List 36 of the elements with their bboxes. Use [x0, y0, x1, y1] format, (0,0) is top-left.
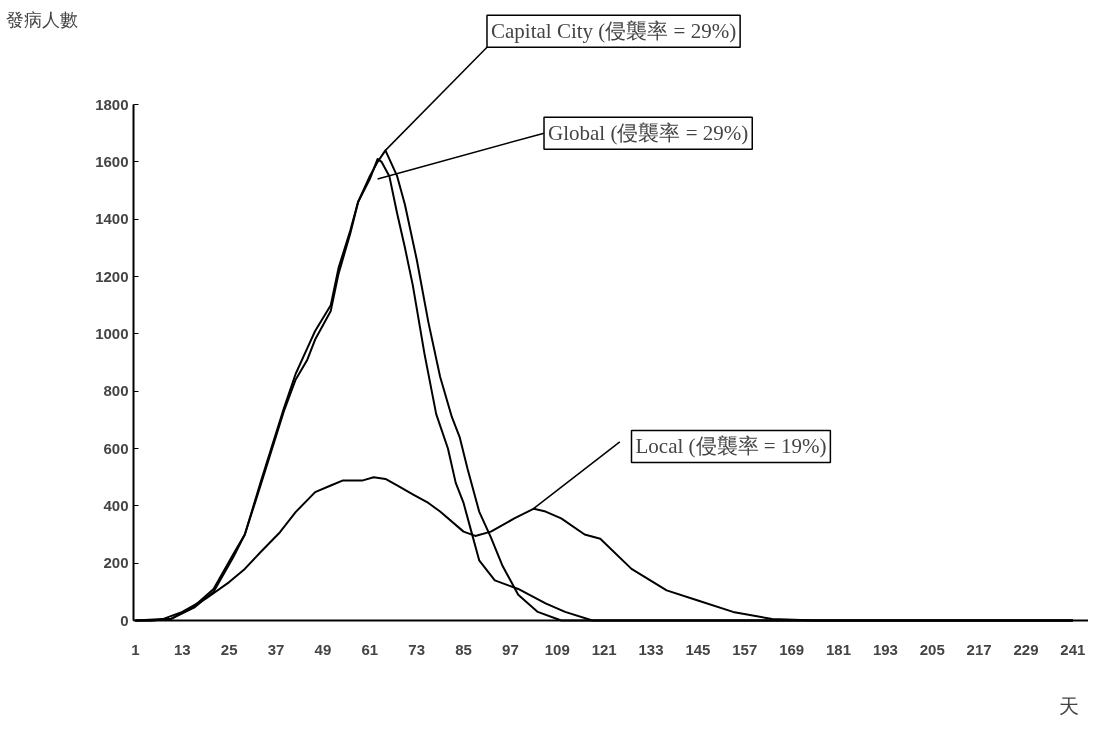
x-tick-label: 13: [173, 640, 191, 658]
x-tick-label: 61: [361, 640, 379, 658]
y-tick-label: 1200: [95, 267, 129, 285]
y-tick-label: 1800: [95, 95, 129, 113]
x-tick-label: 37: [267, 640, 285, 658]
text: Global (侵襲率 = 29%): [548, 121, 749, 146]
y-tick-label: 0: [120, 611, 129, 629]
x-tick-label: 133: [638, 640, 664, 658]
x-tick-label: 121: [591, 640, 617, 658]
x-tick-label: 109: [544, 640, 570, 658]
text: Local (侵襲率 = 19%): [635, 434, 827, 459]
x-tick-label: 241: [1060, 640, 1086, 658]
y-tick-label: 800: [103, 382, 129, 400]
x-tick-label: 193: [872, 640, 898, 658]
x-tick-label: 25: [220, 640, 238, 658]
y-tick-label: 200: [103, 554, 129, 572]
x-tick-label: 229: [1013, 640, 1039, 658]
x-tick-label: 181: [826, 640, 852, 658]
x-tick-label: 205: [919, 640, 945, 658]
text: Capital City (侵襲率 = 29%): [490, 19, 737, 44]
y-tick-label: 600: [103, 439, 129, 457]
y-axis-title: 發病人數: [5, 9, 78, 30]
y-tick-label: 400: [103, 496, 129, 514]
x-tick-label: 169: [779, 640, 805, 658]
x-tick-label: 217: [966, 640, 992, 658]
x-tick-label: 145: [685, 640, 711, 658]
x-tick-label: 1: [131, 640, 140, 658]
x-tick-label: 85: [455, 640, 472, 658]
x-axis-title: 天: [1058, 693, 1079, 718]
x-tick-label: 157: [732, 640, 758, 658]
y-tick-label: 1400: [95, 210, 129, 228]
x-tick-label: 97: [502, 640, 519, 658]
y-tick-label: 1600: [95, 152, 129, 170]
x-tick-label: 49: [314, 640, 332, 658]
y-tick-label: 1000: [95, 324, 129, 342]
x-tick-label: 73: [408, 640, 426, 658]
